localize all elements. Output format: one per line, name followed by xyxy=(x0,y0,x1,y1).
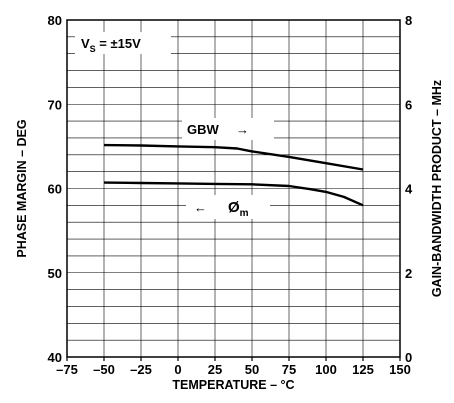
gbw-label-box xyxy=(182,118,274,140)
plot-frame xyxy=(66,19,401,358)
y2-tick-label: 6 xyxy=(405,97,412,112)
x-tick-label: 0 xyxy=(174,362,181,377)
y-tick-label: 40 xyxy=(48,350,62,365)
x-tick-label: 100 xyxy=(315,362,337,377)
tick-labels: –75 –50 –25 0 25 50 75 100 125 150 40 50 60 70 80 0 2 4 6 8 xyxy=(48,13,413,377)
x-tick-label: 125 xyxy=(352,362,374,377)
y2-tick-label: 0 xyxy=(405,350,412,365)
phase-series-label: Øm xyxy=(228,199,249,219)
x-tick-label: 50 xyxy=(245,362,259,377)
x-tick-label: –25 xyxy=(130,362,152,377)
series-line-gbw xyxy=(103,143,364,171)
condition-label-box xyxy=(75,32,171,54)
gbw-arrow-icon: → xyxy=(236,122,249,137)
y-tick-label: 60 xyxy=(48,182,62,197)
x-tick-label: 25 xyxy=(208,362,222,377)
x-tick-label: –75 xyxy=(56,362,78,377)
y2-tick-label: 4 xyxy=(405,182,413,197)
y-tick-label: 70 xyxy=(48,97,62,112)
x-tick-label: 75 xyxy=(282,362,296,377)
y2-tick-label: 8 xyxy=(405,13,412,28)
phase-arrow-icon: ← xyxy=(194,200,207,215)
x-tick-label: –50 xyxy=(93,362,115,377)
y-tick-label: 50 xyxy=(48,266,62,281)
condition-label: VS = ±15V xyxy=(81,36,141,54)
x-tick-label: 150 xyxy=(389,362,411,377)
y-tick-label: 80 xyxy=(48,13,62,28)
x-axis-title: TEMPERATURE – °C xyxy=(172,378,294,392)
gbw-series-label: GBW xyxy=(187,122,220,137)
y2-axis-title: GAIN-BANDWIDTH PRODUCT – MHz xyxy=(430,80,444,297)
grid-lines xyxy=(67,20,400,357)
y2-tick-label: 2 xyxy=(405,266,412,281)
phase-label-box xyxy=(186,195,270,219)
series-line-phase-margin xyxy=(103,181,364,207)
series-lines xyxy=(103,143,364,207)
y-axis-title: PHASE MARGIN – DEG xyxy=(15,119,29,257)
